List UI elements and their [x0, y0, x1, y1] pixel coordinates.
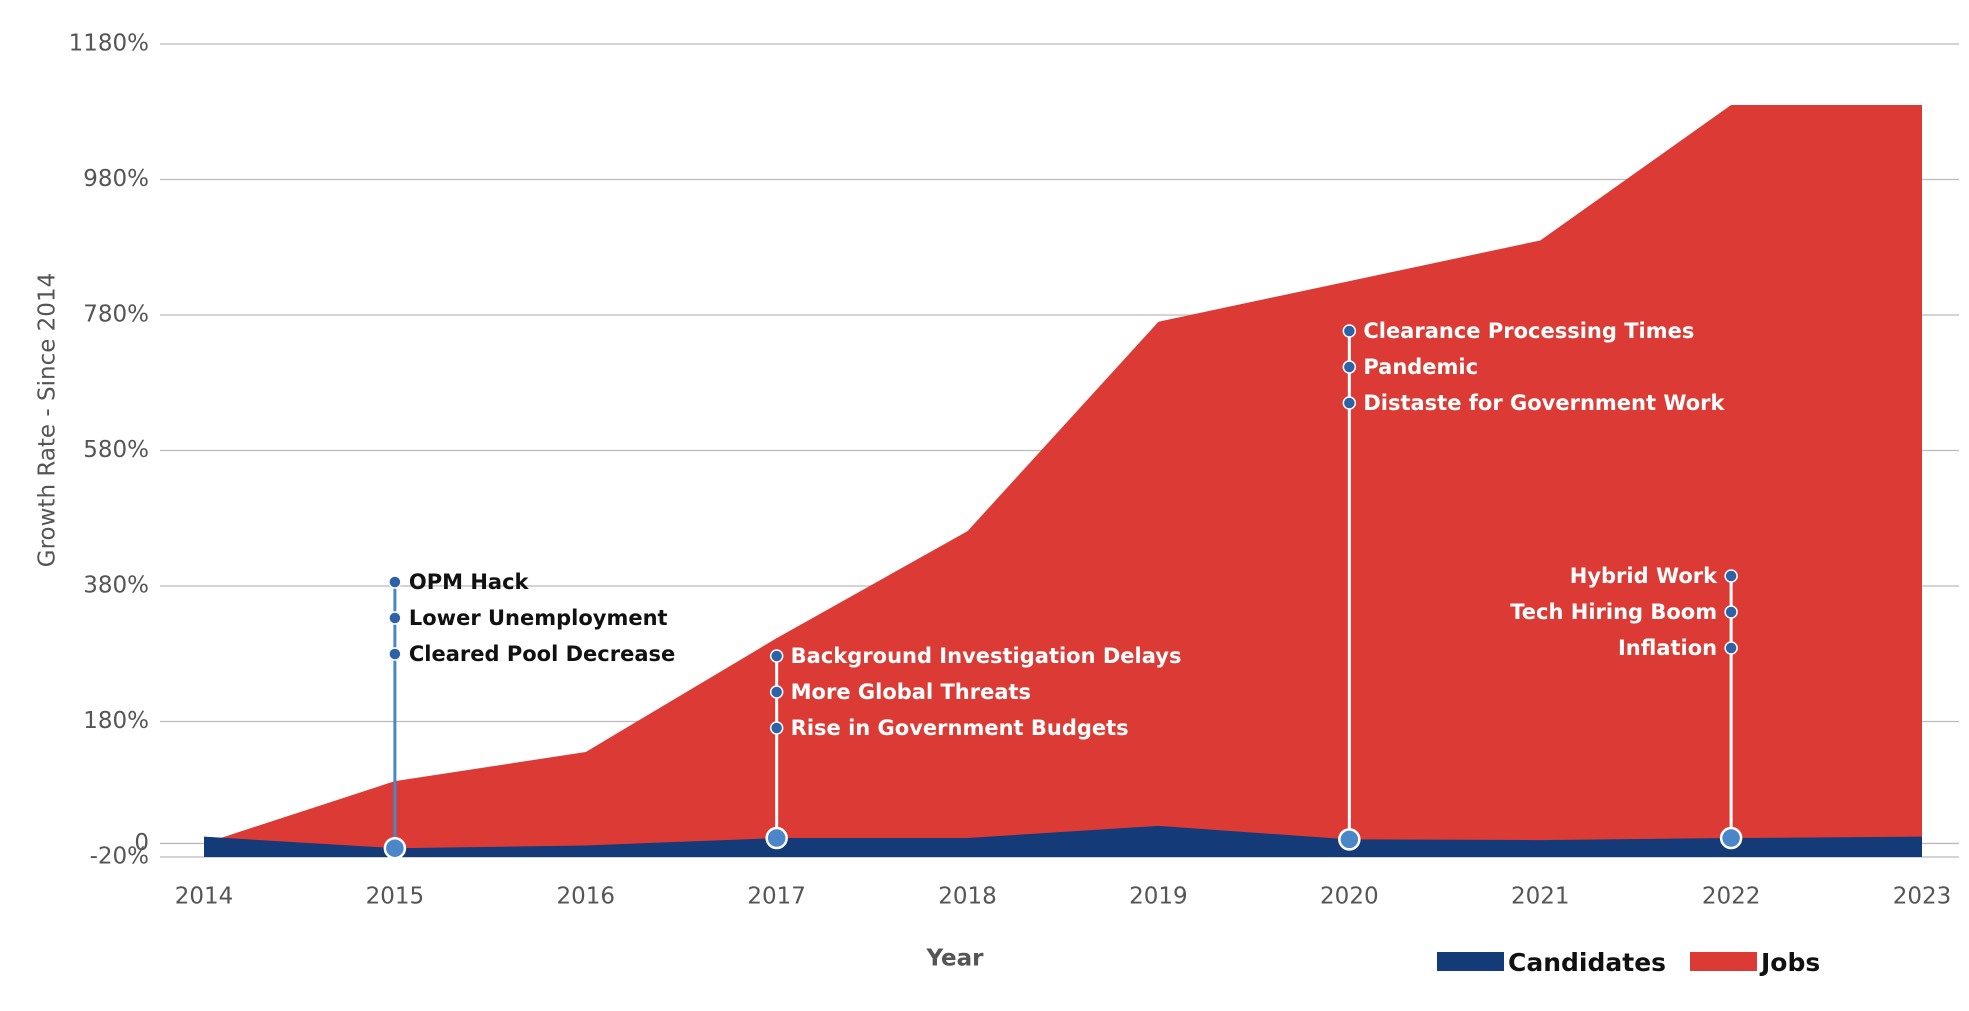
annotation-dot [1724, 641, 1738, 655]
annotation-label: Pandemic [1363, 355, 1478, 379]
y-tick-label: 780% [83, 302, 149, 328]
annotation-dot [769, 649, 784, 663]
y-tick-label: 0 [134, 830, 149, 856]
y-tick-label: 980% [83, 166, 149, 192]
y-tick-label: 380% [83, 573, 149, 599]
annotation-point [1719, 826, 1743, 850]
annotation-dot [388, 647, 402, 661]
y-tick-label: 580% [83, 437, 149, 463]
annotation-label: Rise in Government Budgets [791, 716, 1129, 740]
legend-swatch [1690, 952, 1757, 971]
annotation-label: Cleared Pool Decrease [409, 642, 675, 666]
annotation-label: Background Investigation Delays [791, 644, 1182, 668]
annotation-dot [1724, 569, 1738, 583]
x-tick-label: 2015 [366, 884, 425, 910]
x-tick-label: 2014 [175, 884, 234, 910]
x-axis-label: Year [925, 946, 984, 972]
annotation-label: Clearance Processing Times [1363, 319, 1694, 343]
annotation-dot [388, 611, 402, 625]
y-tick-label: 1180% [69, 31, 149, 57]
annotation-dot [1724, 605, 1738, 619]
annotation-label: Distaste for Government Work [1363, 391, 1725, 415]
annotation-label: Hybrid Work [1570, 564, 1718, 588]
annotation-label: Inflation [1618, 636, 1717, 660]
annotation-point [765, 826, 788, 850]
annotation-dot [769, 685, 784, 699]
annotation-dot [1342, 324, 1357, 338]
legend-label: Jobs [1759, 948, 1820, 977]
x-tick-label: 2020 [1320, 884, 1379, 910]
x-tick-label: 2023 [1893, 884, 1952, 910]
annotation-label: Tech Hiring Boom [1510, 600, 1717, 624]
y-axis-label: Growth Rate - Since 2014 [35, 273, 61, 567]
x-tick-label: 2016 [557, 884, 616, 910]
x-tick-label: 2021 [1511, 884, 1570, 910]
annotation-dot [388, 575, 402, 589]
x-tick-label: 2017 [747, 884, 806, 910]
annotation-point [1338, 828, 1361, 851]
y-tick-label: -20% [90, 844, 149, 870]
x-tick-label: 2018 [938, 884, 997, 910]
annotation-label: More Global Threats [791, 680, 1031, 704]
x-tick-label: 2022 [1702, 884, 1761, 910]
annotation-dot [769, 721, 784, 735]
area [204, 825, 1922, 857]
annotation-label: Lower Unemployment [409, 606, 668, 630]
y-tick-label: 180% [83, 708, 149, 734]
legend-label: Candidates [1508, 948, 1666, 977]
annotation-point [383, 836, 407, 860]
area [204, 104, 1922, 858]
annotation-dot [1342, 360, 1357, 374]
legend-swatch [1437, 952, 1504, 971]
annotation-label: OPM Hack [409, 570, 530, 594]
x-tick-label: 2019 [1129, 884, 1188, 910]
annotation-dot [1342, 396, 1357, 410]
